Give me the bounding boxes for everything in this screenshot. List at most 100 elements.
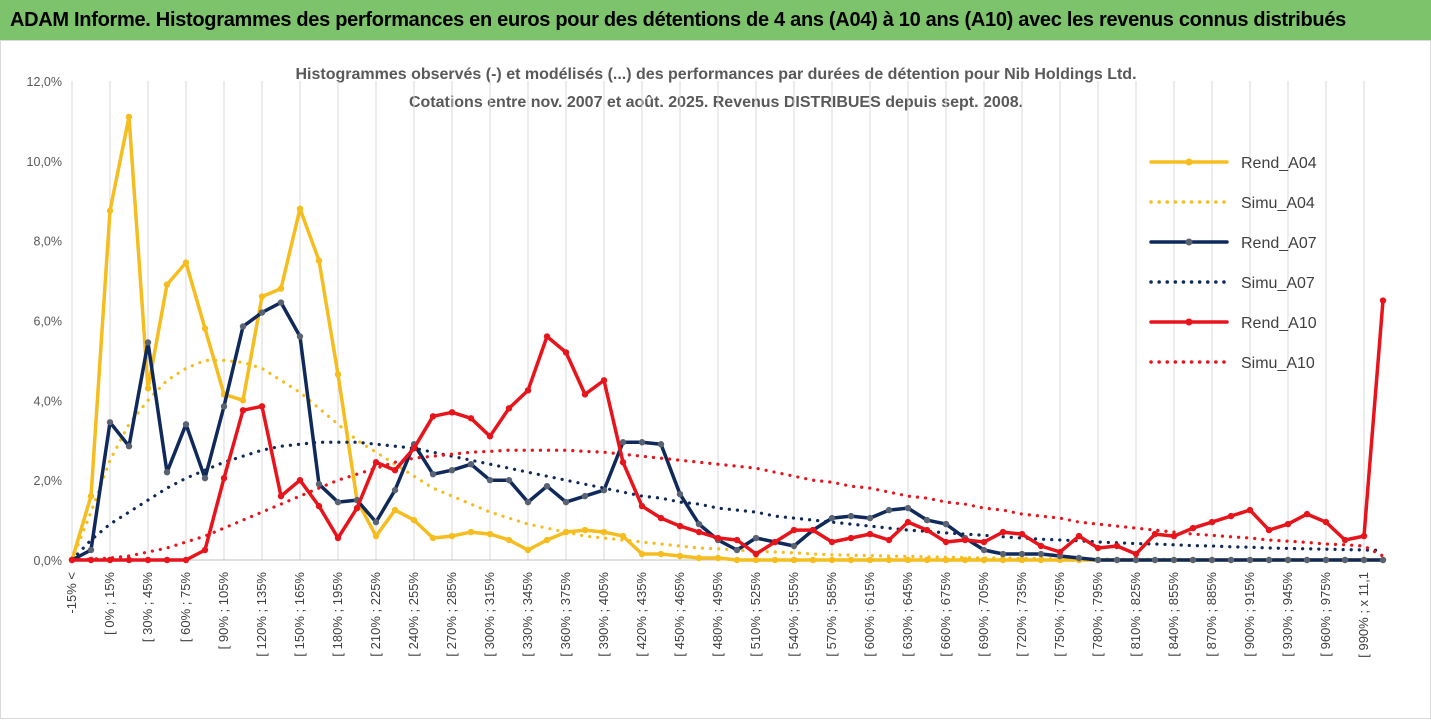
data-point	[600, 528, 608, 536]
data-point	[638, 550, 646, 558]
legend-marker	[1185, 318, 1193, 326]
data-point	[1132, 550, 1140, 558]
data-point	[562, 498, 570, 506]
data-point	[410, 516, 418, 524]
data-point	[581, 492, 589, 500]
data-point	[866, 514, 874, 522]
data-point	[524, 387, 532, 394]
data-point	[106, 207, 114, 214]
x-tick-label: [ 30% ; 45%	[140, 572, 155, 643]
data-point	[1075, 532, 1083, 540]
data-point	[638, 439, 646, 446]
x-tick-label: [ 510% ; 525%	[748, 572, 763, 657]
data-point	[220, 474, 228, 482]
chart-title: Histogrammes observés (-) et modélisés (…	[295, 66, 1136, 83]
data-point	[144, 556, 152, 564]
data-point	[1037, 550, 1045, 558]
data-point	[619, 439, 627, 446]
data-point	[999, 528, 1007, 536]
data-point	[429, 470, 437, 478]
data-point	[524, 546, 532, 554]
data-point	[258, 293, 266, 300]
data-point	[182, 421, 190, 428]
legend-label: Simu_A07	[1241, 275, 1315, 292]
x-tick-label: [ 270% ; 285%	[444, 572, 459, 657]
data-point	[1151, 530, 1159, 538]
report-title-banner: ADAM Informe. Histogrammes des performan…	[0, 0, 1431, 40]
report-title: ADAM Informe. Histogrammes des performan…	[10, 9, 1346, 31]
data-point	[163, 556, 171, 564]
data-point	[809, 556, 817, 564]
x-tick-label: [ 630% ; 645%	[900, 572, 915, 657]
performance-histogram-chart: Histogrammes observés (-) et modélisés (…	[27, 66, 1387, 658]
data-point	[847, 534, 855, 542]
data-point	[809, 526, 817, 534]
x-tick-label: [ 810% ; 825%	[1128, 572, 1143, 657]
data-point	[866, 556, 874, 564]
data-point	[543, 482, 551, 490]
x-tick-label: [ 900% ; 915%	[1242, 572, 1257, 657]
data-point	[524, 498, 532, 506]
data-point	[1246, 556, 1254, 564]
data-point	[828, 556, 836, 564]
x-tick-label: [ 540% ; 555%	[786, 572, 801, 657]
data-point	[391, 486, 399, 494]
data-point	[467, 415, 475, 422]
data-point	[125, 443, 133, 450]
data-point	[239, 397, 247, 404]
data-point	[1113, 556, 1121, 564]
data-point	[391, 506, 399, 514]
data-point	[1265, 556, 1273, 564]
data-point	[1322, 556, 1330, 564]
data-point	[372, 459, 380, 466]
data-point	[581, 526, 589, 534]
x-tick-label: [ 150% ; 165%	[292, 572, 307, 657]
data-point	[1303, 510, 1311, 518]
x-tick-label: [ 0% ; 15%	[102, 572, 117, 635]
data-point	[296, 333, 304, 340]
x-tick-label: [ 210% ; 225%	[368, 572, 383, 657]
data-point	[144, 385, 152, 392]
data-point	[448, 532, 456, 540]
data-point	[87, 492, 95, 500]
y-tick-label: 4,0%	[34, 394, 63, 408]
data-point	[923, 516, 931, 524]
chart-area: Histogrammes observés (-) et modélisés (…	[0, 40, 1431, 719]
data-point	[790, 542, 798, 550]
x-tick-label: [ 180% ; 195%	[330, 572, 345, 657]
data-point	[1056, 548, 1064, 556]
data-point	[1379, 556, 1387, 564]
legend-marker	[1185, 238, 1193, 246]
data-point	[543, 536, 551, 544]
data-point	[676, 522, 684, 530]
data-point	[733, 546, 741, 554]
data-point	[885, 536, 893, 544]
data-point	[752, 534, 760, 542]
data-point	[315, 502, 323, 510]
data-point	[923, 556, 931, 564]
data-point	[581, 391, 589, 398]
data-point	[277, 299, 285, 306]
x-tick-label: [ 990% ; x 11,1	[1356, 572, 1371, 658]
x-tick-label: [ 480% ; 495%	[710, 572, 725, 657]
data-point	[980, 538, 988, 546]
x-tick-label: [ 660% ; 675%	[938, 572, 953, 657]
data-point	[258, 309, 266, 316]
data-point	[1018, 530, 1026, 538]
data-point	[790, 556, 798, 564]
chart-legend: Rend_A04 Simu_A04 Rend_A07 Simu_A07 Rend_A10…	[1149, 155, 1317, 372]
x-tick-label: [ 780% ; 795%	[1090, 572, 1105, 657]
data-point	[448, 409, 456, 416]
data-point	[847, 512, 855, 520]
data-point	[847, 556, 855, 564]
series-line-rend-a10	[70, 298, 1385, 562]
data-point	[448, 466, 456, 474]
data-point	[315, 257, 323, 264]
legend-label: Simu_A04	[1241, 195, 1315, 212]
data-point	[961, 556, 969, 564]
data-point	[562, 349, 570, 356]
data-point	[923, 526, 931, 534]
data-point	[505, 476, 513, 484]
data-point	[1341, 556, 1349, 564]
x-tick-label: [ 390% ; 405%	[596, 572, 611, 657]
